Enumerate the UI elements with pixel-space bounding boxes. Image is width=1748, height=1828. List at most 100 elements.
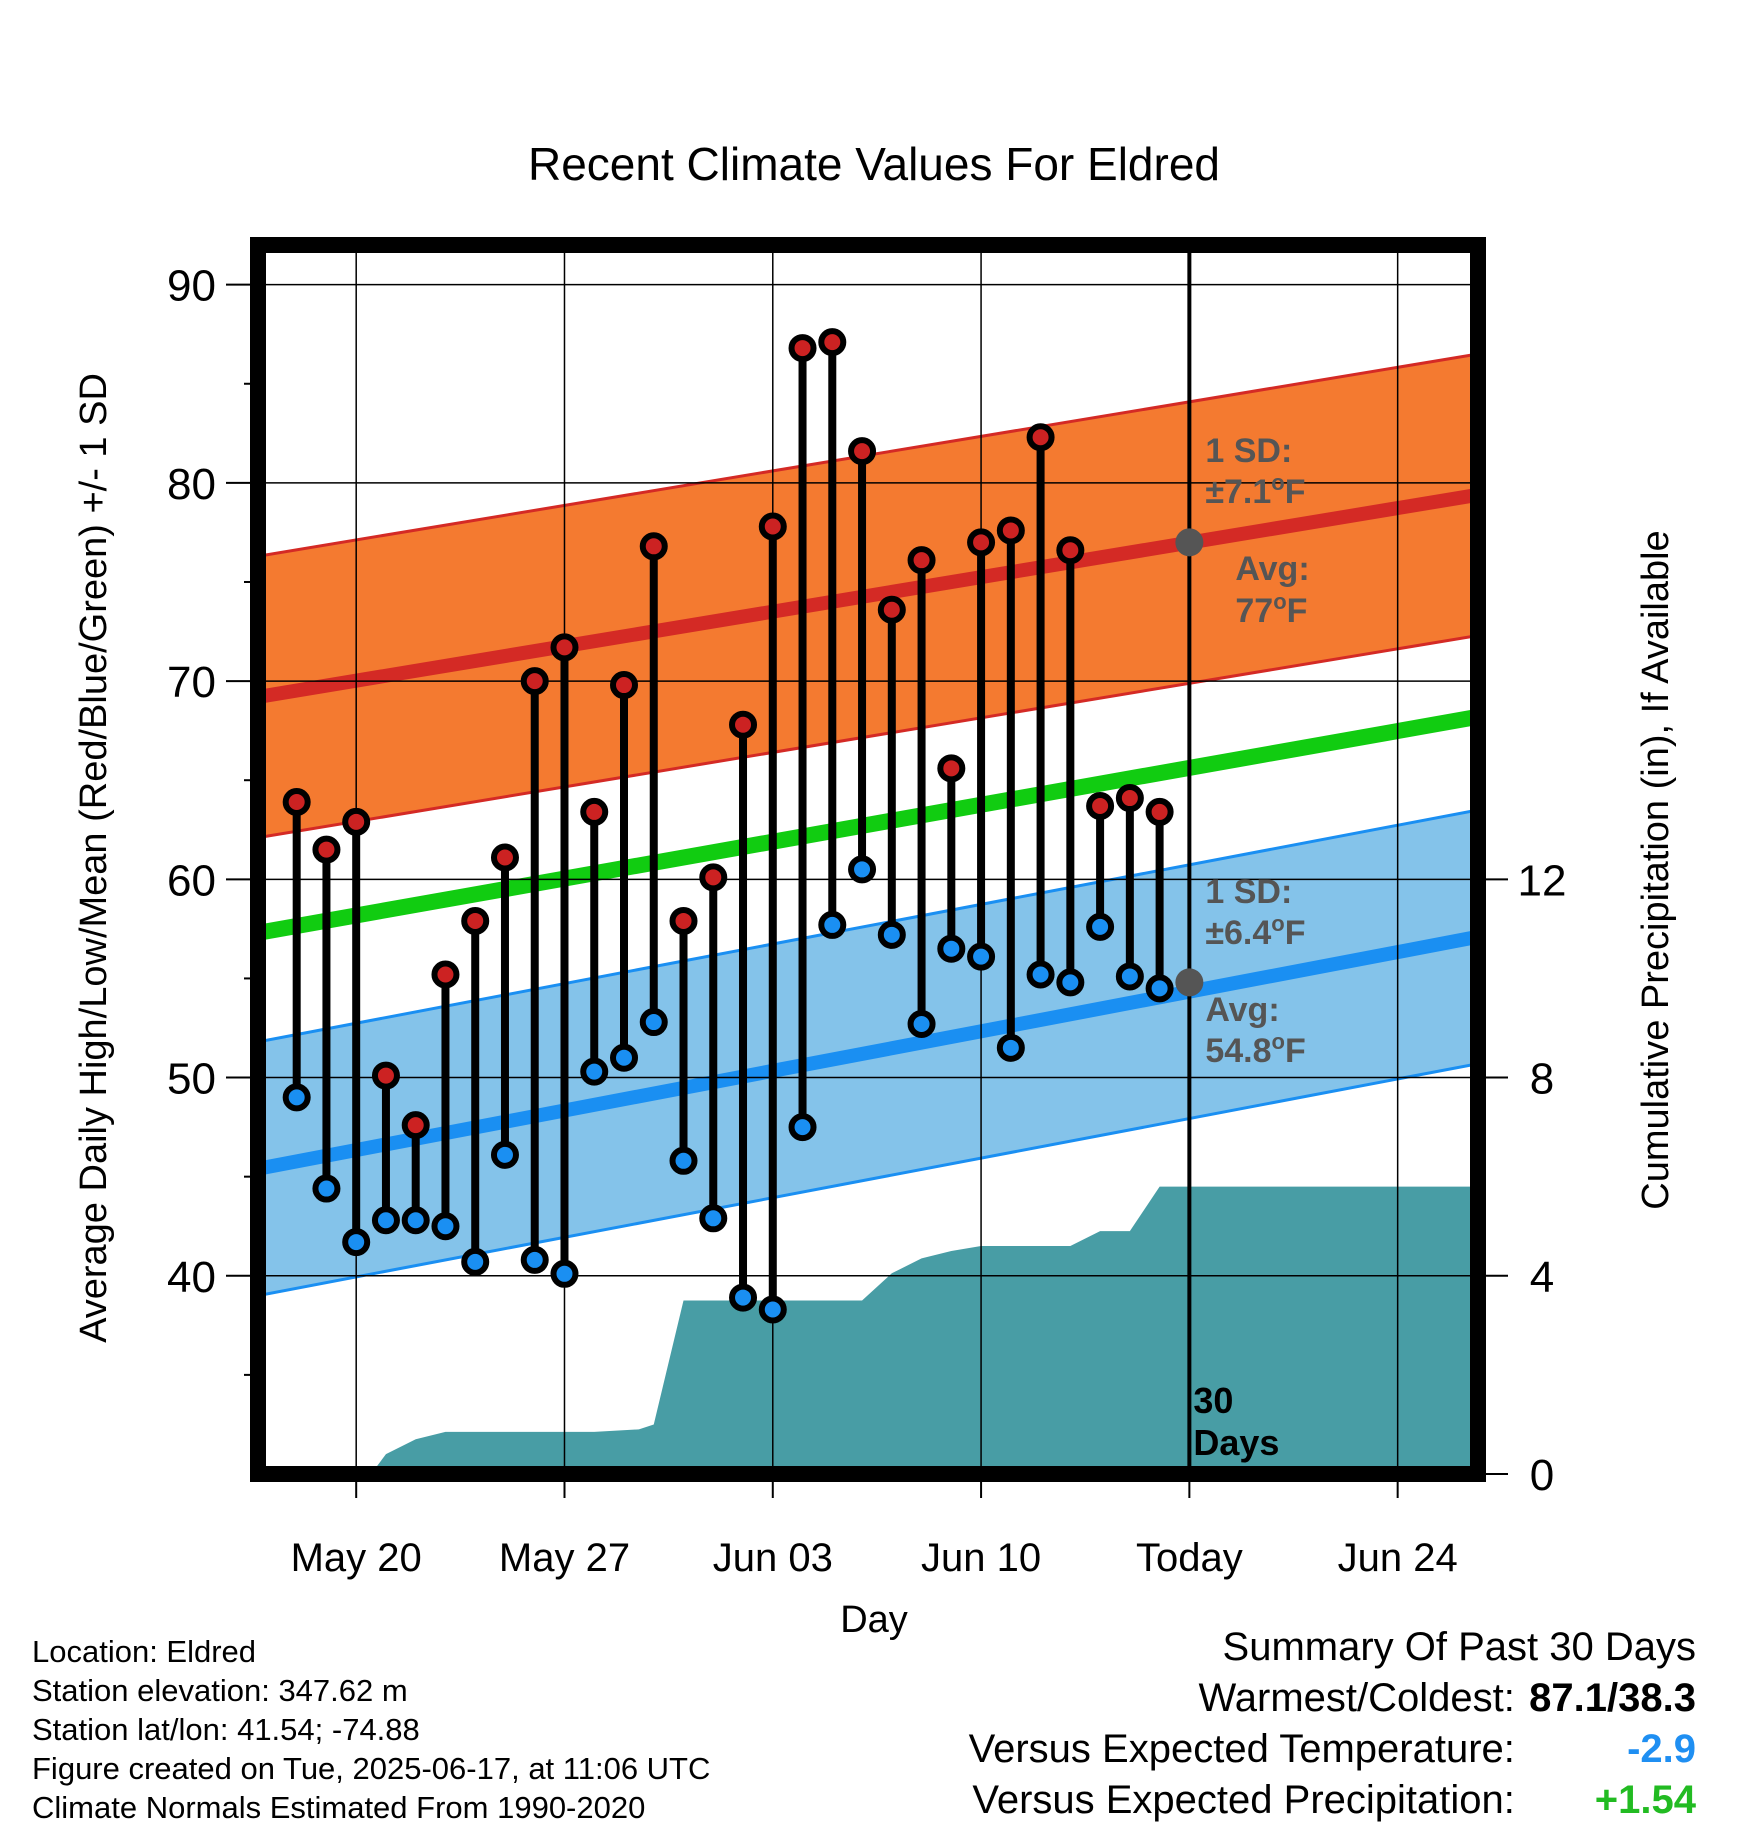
daily-high-point — [669, 906, 698, 935]
daily-low-point — [580, 1057, 609, 1086]
daily-high-point — [282, 788, 311, 817]
y-axis-left-label: Average Daily High/Low/Mean (Red/Blue/Gr… — [73, 373, 115, 1343]
temp-value: -2.9 — [1627, 1727, 1696, 1771]
daily-high-point — [1115, 784, 1144, 813]
daily-low-point — [282, 1083, 311, 1112]
daily-high-point — [342, 807, 371, 836]
normal-high-band-lower-edge — [258, 634, 1478, 840]
location-text: Location: Eldred — [32, 1634, 257, 1669]
daily-high-point — [818, 328, 847, 357]
y-left-tick-label: 90 — [167, 262, 216, 311]
daily-low-point — [639, 1008, 668, 1037]
daily-low-point — [431, 1212, 460, 1241]
high-sd-label: 1 SD: — [1205, 432, 1292, 470]
precip-value: +1.54 — [1594, 1778, 1696, 1822]
x-tick-label: Jun 03 — [713, 1536, 833, 1580]
warmest-value: 87.1/38.3 — [1529, 1676, 1696, 1720]
daily-low-point — [1086, 912, 1115, 941]
daily-low-point — [1115, 962, 1144, 991]
daily-low-point — [490, 1140, 519, 1169]
daily-low-point — [1145, 974, 1174, 1003]
daily-high-point — [996, 516, 1025, 545]
low-avg-label: Avg: — [1205, 991, 1279, 1029]
daily-high-point — [371, 1061, 400, 1090]
latlon-text: Station lat/lon: 41.54; -74.88 — [32, 1712, 420, 1747]
y-right-tick-label: 12 — [1518, 856, 1567, 905]
daily-low-point — [669, 1146, 698, 1175]
daily-high-point — [967, 528, 996, 557]
today-low-avg-marker — [1175, 968, 1204, 997]
normals-text: Climate Normals Estimated From 1990-2020 — [32, 1790, 646, 1825]
daily-high-point — [729, 710, 758, 739]
days-label-number: 30 — [1193, 1380, 1233, 1421]
daily-low-point — [371, 1206, 400, 1235]
daily-low-point — [818, 910, 847, 939]
high-avg-value: 77oF — [1235, 589, 1307, 630]
axes: 40 50 60 70 80 90 0 4 8 12 May 20 May 27 Jun 03 Jun 1… — [167, 237, 1567, 1580]
daily-low-point — [312, 1174, 341, 1203]
daily-high-point — [907, 546, 936, 575]
normal-low-band-lower-edge — [258, 1062, 1478, 1298]
y-right-tick-label: 8 — [1530, 1055, 1554, 1104]
summary-heading: Summary Of Past 30 Days — [1222, 1625, 1696, 1669]
daily-high-point — [937, 754, 966, 783]
normal-low-band-upper-edge — [258, 808, 1478, 1044]
daily-low-point — [699, 1204, 728, 1233]
y-left-tick-label: 40 — [167, 1253, 216, 1302]
summary-temp-row: Versus Expected Temperature: -2.9 — [969, 1724, 1696, 1775]
summary-warmest-row: Warmest/Coldest: 87.1/38.3 — [969, 1673, 1697, 1724]
low-avg-value: 54.8oF — [1205, 1029, 1305, 1070]
daily-low-point — [996, 1033, 1025, 1062]
daily-high-point — [699, 863, 728, 892]
x-tick-label: Jun 10 — [921, 1536, 1041, 1580]
high-avg-label: Avg: — [1235, 550, 1309, 588]
daily-high-point — [1056, 536, 1085, 565]
y-left-tick-label: 80 — [167, 460, 216, 509]
station-info: Location: Eldred Station elevation: 347.… — [32, 1632, 710, 1827]
warmest-label: Warmest/Coldest: — [1198, 1676, 1515, 1720]
precip-label: Versus Expected Precipitation: — [972, 1778, 1515, 1822]
daily-low-point — [758, 1295, 787, 1324]
normal-mean-line — [258, 708, 1478, 941]
normal-high-line — [258, 487, 1478, 704]
y-right-tick-label: 4 — [1530, 1253, 1554, 1302]
daily-high-point — [490, 843, 519, 872]
daily-low-point — [907, 1010, 936, 1039]
days-label-text: Days — [1193, 1422, 1279, 1463]
daily-low-point — [848, 855, 877, 884]
x-tick-label: May 20 — [291, 1536, 422, 1580]
daily-high-point — [1145, 797, 1174, 826]
y-left-tick-label: 60 — [167, 856, 216, 905]
x-tick-label: Jun 24 — [1338, 1536, 1458, 1580]
daily-high-point — [610, 671, 638, 700]
x-axis-label: Day — [840, 1599, 908, 1641]
daily-high-point — [788, 334, 817, 363]
daily-high-point — [877, 595, 906, 624]
low-sd-value: ±6.4oF — [1205, 911, 1305, 952]
daily-high-point — [639, 532, 668, 561]
daily-high-point — [1026, 423, 1055, 452]
daily-high-point — [312, 835, 341, 864]
daily-low-point — [1056, 968, 1085, 997]
daily-high-point — [580, 797, 609, 826]
created-text: Figure created on Tue, 2025-06-17, at 11… — [32, 1751, 711, 1786]
daily-low-point — [729, 1283, 758, 1312]
elevation-text: Station elevation: 347.62 m — [32, 1673, 408, 1708]
summary-panel: Summary Of Past 30 Days Warmest/Coldest:… — [969, 1622, 1696, 1826]
x-tick-label: Today — [1136, 1536, 1243, 1580]
plot-frame — [250, 237, 1486, 1482]
daily-high-point — [1086, 791, 1115, 820]
daily-high-point — [431, 960, 460, 989]
daily-high-point — [401, 1111, 430, 1140]
y-left-tick-label: 70 — [167, 658, 216, 707]
summary-precip-row: Versus Expected Precipitation: +1.54 — [969, 1775, 1696, 1826]
daily-low-point — [520, 1245, 549, 1274]
daily-high-point — [520, 667, 549, 696]
high-sd-value: ±7.1oF — [1205, 470, 1305, 511]
normal-low-line — [258, 929, 1478, 1176]
daily-high-point — [848, 437, 877, 466]
daily-low-point — [967, 942, 996, 971]
daily-low-point — [877, 920, 906, 949]
